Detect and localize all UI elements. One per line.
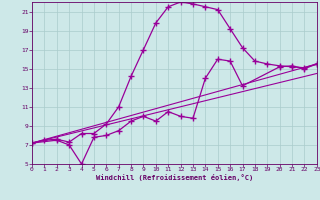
X-axis label: Windchill (Refroidissement éolien,°C): Windchill (Refroidissement éolien,°C) bbox=[96, 174, 253, 181]
